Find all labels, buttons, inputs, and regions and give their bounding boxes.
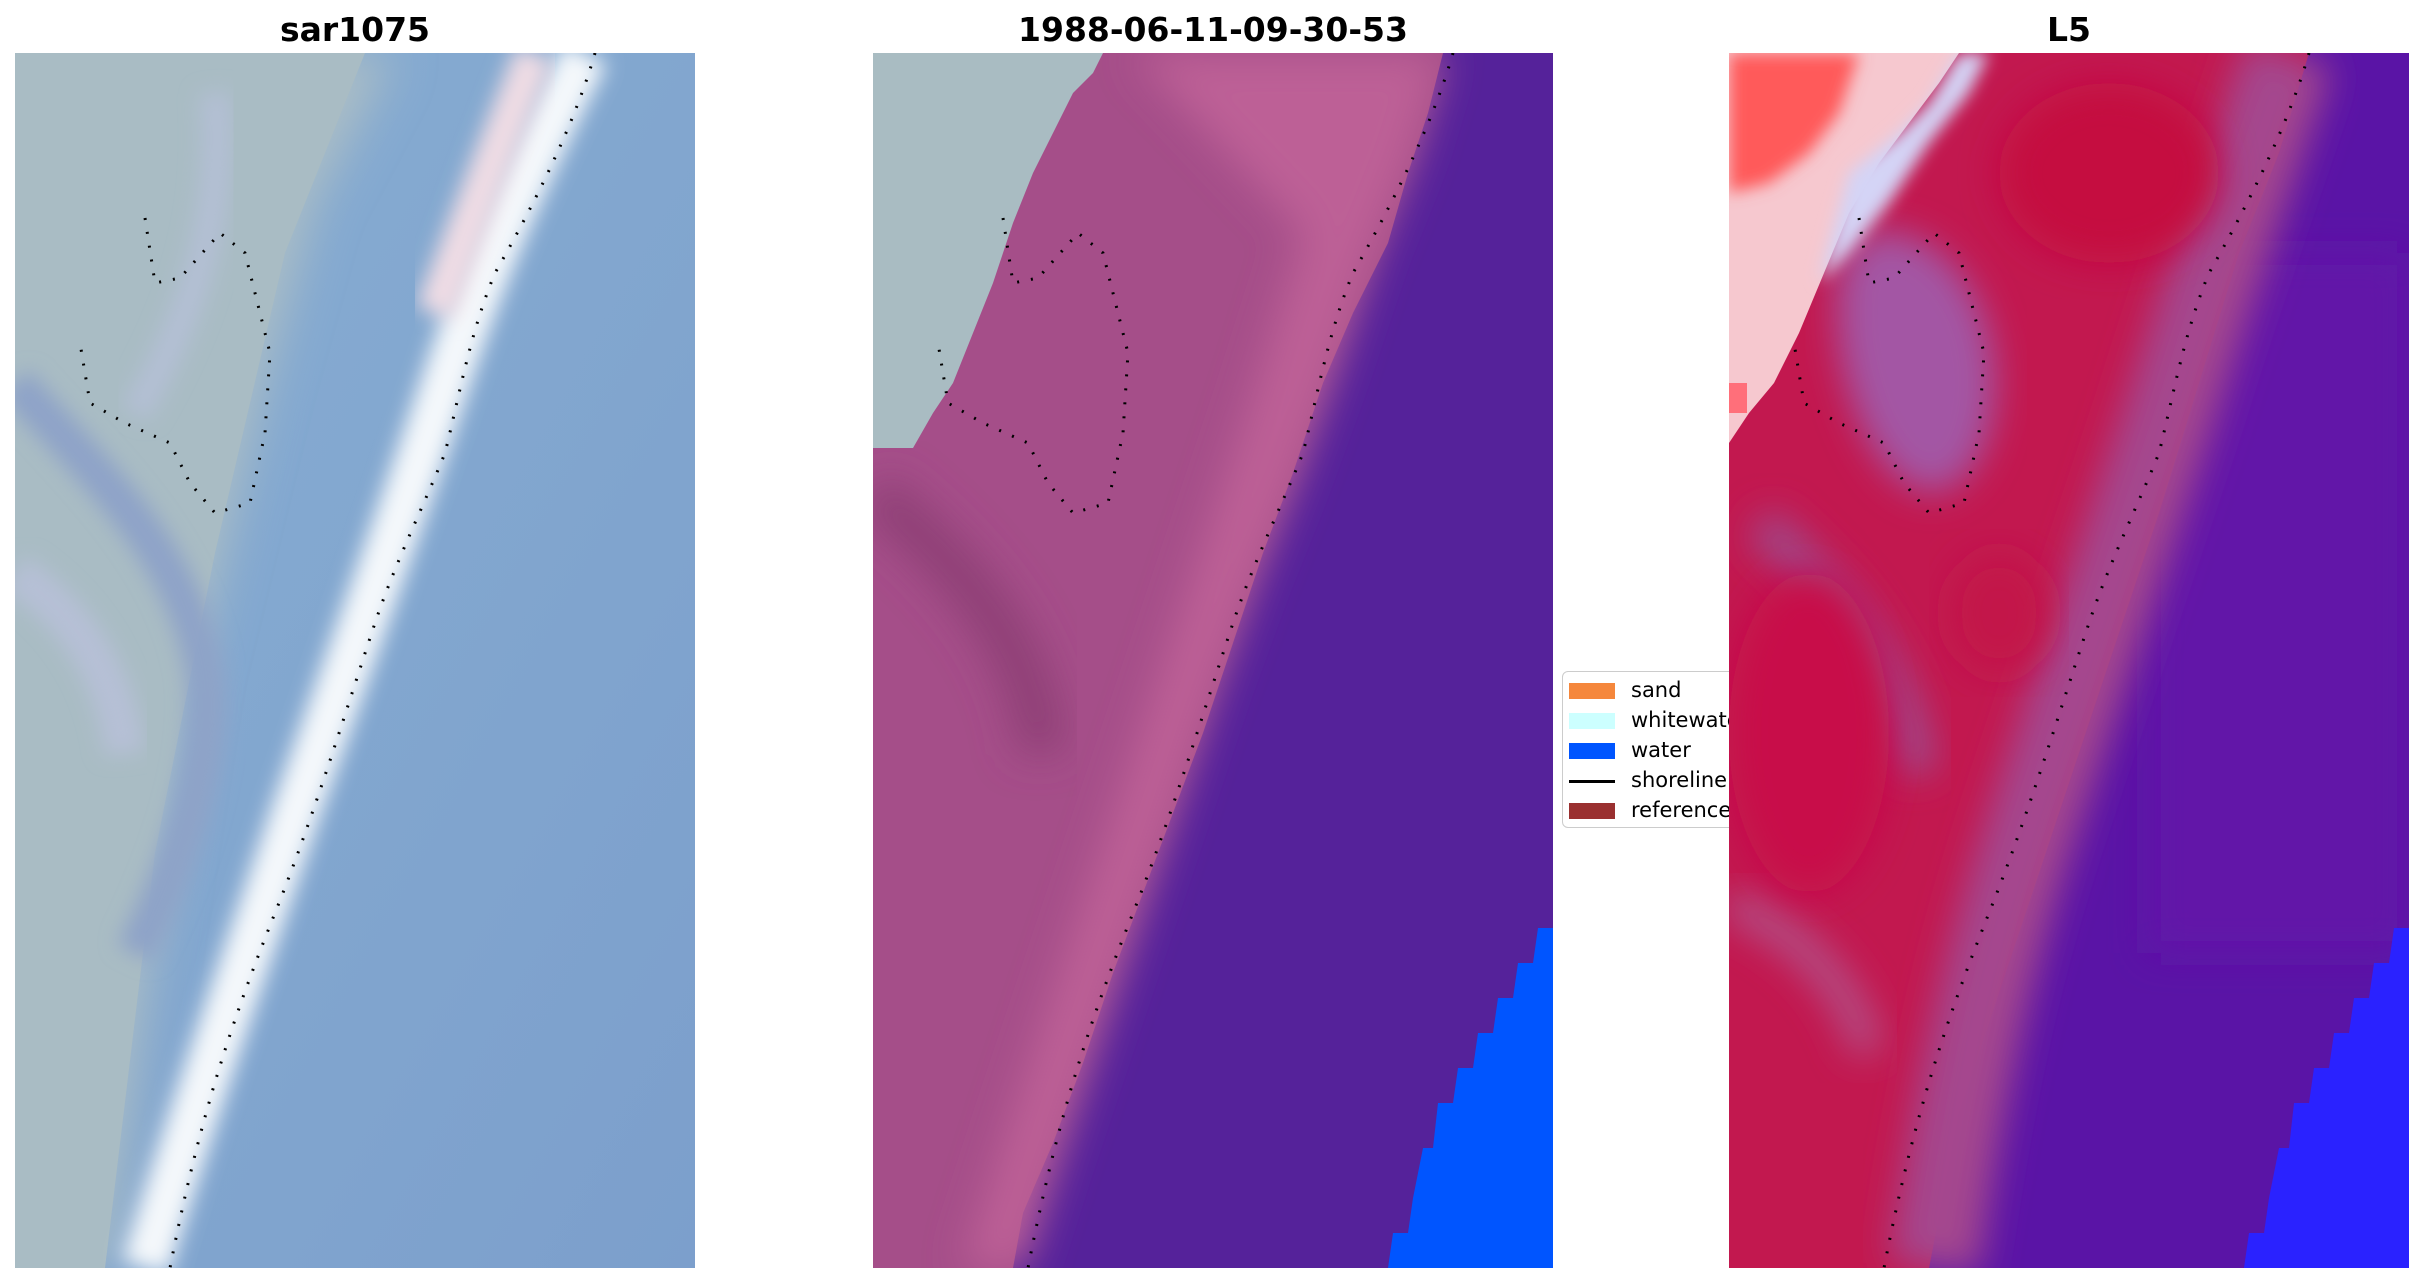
legend-item-shoreline: shoreline — [1563, 765, 1736, 795]
legend-item-sand: sand — [1563, 675, 1736, 705]
legend-label: shoreline — [1631, 768, 1728, 792]
legend-label: sand — [1631, 678, 1682, 702]
shoreline-line-icon — [1569, 780, 1615, 783]
reference-swatch — [1569, 803, 1615, 819]
water-swatch — [1569, 743, 1615, 759]
index-image-panel — [1729, 53, 2409, 1268]
classified-image — [873, 53, 1553, 1268]
legend-label: reference — [1631, 798, 1732, 822]
panel-title-rgb: sar1075 — [279, 10, 431, 49]
panel-title-classified: 1988-06-11-09-30-53 — [1018, 10, 1408, 49]
whitewater-swatch — [1569, 713, 1615, 729]
legend-item-water: water — [1563, 735, 1736, 765]
classified-image-panel — [873, 53, 1553, 1268]
index-image — [1729, 53, 2409, 1268]
rgb-image-panel — [15, 53, 695, 1268]
legend-label: water — [1631, 738, 1691, 762]
sand-swatch — [1569, 683, 1615, 699]
legend-item-whitewater: whitewater — [1563, 705, 1736, 735]
panel-title-index: L5 — [2047, 10, 2091, 49]
legend-label: whitewater — [1631, 708, 1737, 732]
rgb-image — [15, 53, 695, 1268]
legend-item-reference: reference — [1563, 795, 1736, 825]
legend: sand whitewater water shoreline referenc… — [1562, 671, 1737, 828]
